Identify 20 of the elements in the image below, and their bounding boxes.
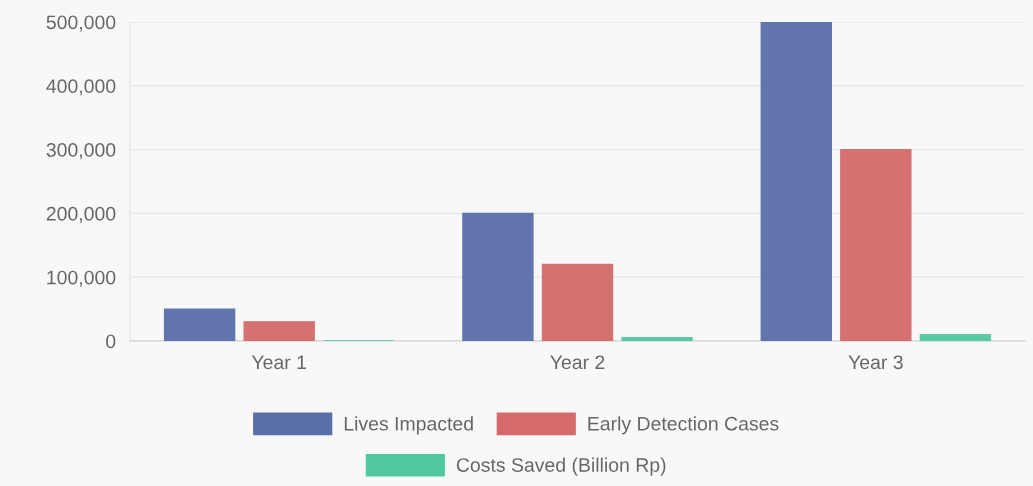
x-tick-label: Year 1 [251,355,306,370]
bar [541,263,614,341]
legend-label: Lives Impacted [344,416,473,435]
y-tick-label: 0 [106,334,116,349]
y-tick-label: 200,000 [46,206,116,223]
y-tick-label: 100,000 [47,270,116,287]
bar [163,308,236,341]
legend-label: Early Detection Cases [588,416,779,435]
bar [840,148,912,341]
bar [462,212,534,341]
bar [760,22,832,341]
x-tick-label: Year 2 [550,355,605,370]
bar [621,337,693,341]
bar [243,321,315,341]
legend-label: Costs Saved (Billion Rp) [456,457,666,476]
x-tick-label: Year 3 [848,355,903,370]
bar [919,333,992,341]
y-tick-label: 500,000 [46,15,116,32]
y-tick-label: 300,000 [46,143,116,160]
y-tick-label: 400,000 [46,79,116,96]
